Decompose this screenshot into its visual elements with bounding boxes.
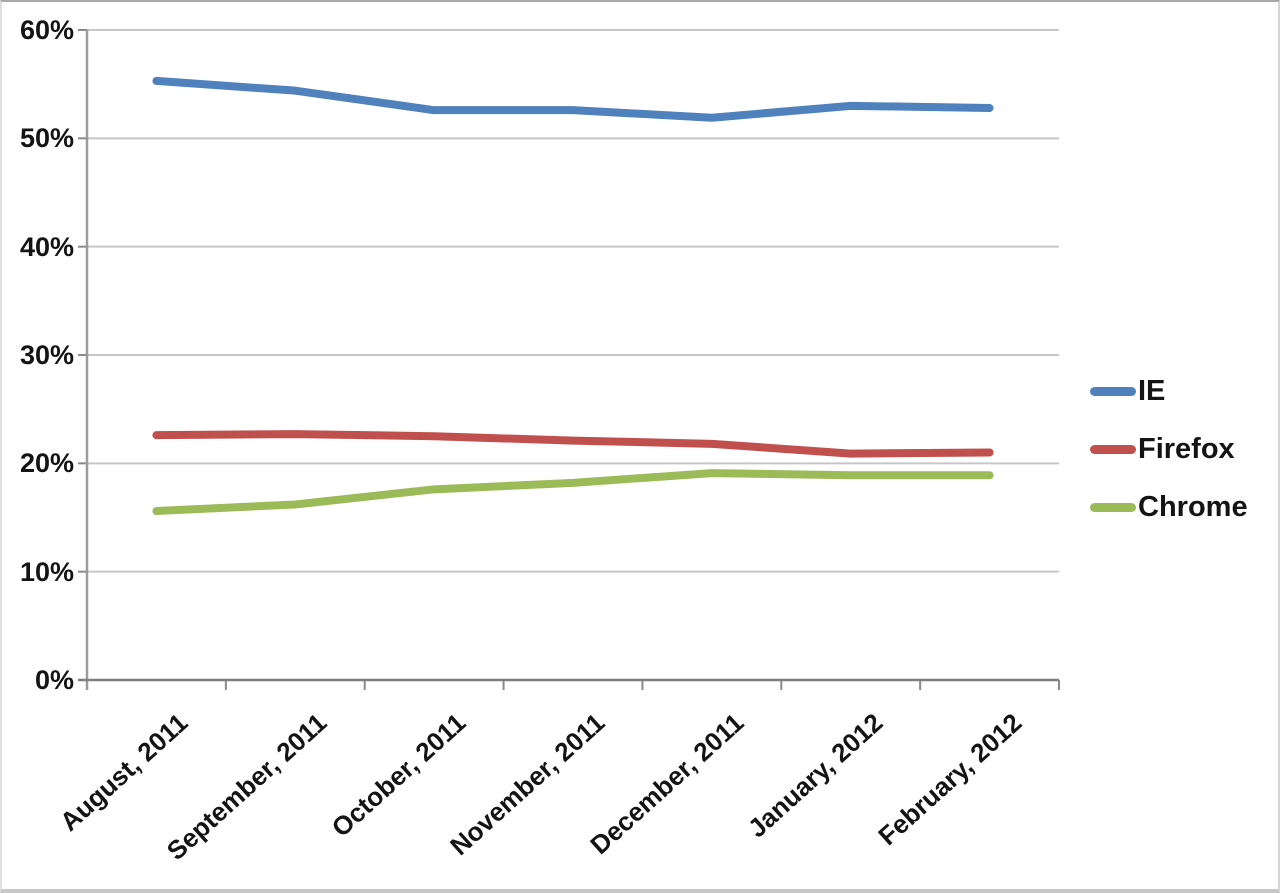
legend-item-chrome: Chrome bbox=[1090, 492, 1248, 522]
legend-item-firefox: Firefox bbox=[1090, 434, 1248, 464]
legend-marker-ie bbox=[1090, 386, 1136, 396]
y-tick-label: 0% bbox=[34, 665, 74, 695]
y-tick-label: 10% bbox=[19, 556, 74, 587]
legend-label: IE bbox=[1138, 375, 1166, 407]
legend-label: Chrome bbox=[1138, 491, 1248, 523]
y-tick-label: 40% bbox=[19, 231, 74, 262]
series-line-firefox bbox=[152, 430, 994, 458]
series-line-chrome bbox=[152, 469, 994, 515]
legend-marker-firefox bbox=[1090, 444, 1136, 454]
y-tick-label: 60% bbox=[19, 15, 74, 45]
y-tick-label: 20% bbox=[19, 448, 74, 479]
chart-legend: IE Firefox Chrome bbox=[1090, 376, 1248, 550]
legend-item-ie: IE bbox=[1090, 376, 1248, 406]
series-line-ie bbox=[152, 76, 994, 122]
legend-label: Firefox bbox=[1138, 433, 1235, 465]
legend-marker-chrome bbox=[1090, 502, 1136, 512]
y-tick-label: 50% bbox=[19, 123, 74, 154]
y-tick-label: 30% bbox=[19, 340, 74, 370]
